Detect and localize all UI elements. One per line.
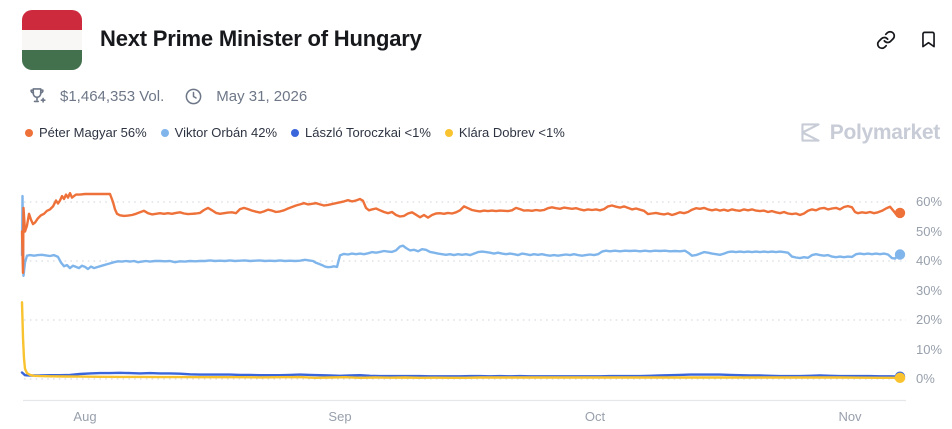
volume-value: $1,464,353 Vol. — [60, 87, 165, 105]
flag-stripe-red — [22, 10, 82, 30]
legend-label: László Toroczkai <1% — [305, 125, 431, 140]
page-title: Next Prime Minister of Hungary — [100, 26, 422, 51]
link-icon — [876, 30, 896, 50]
y-axis-label: 30% — [916, 282, 943, 298]
series-end-dot — [894, 207, 906, 219]
y-axis-label: 0% — [916, 371, 935, 386]
flag-stripe-green — [22, 50, 82, 70]
end-date: May 31, 2026 — [216, 87, 308, 105]
polymarket-wordmark: Polymarket — [829, 120, 941, 144]
series-dot-darkblue — [291, 128, 300, 137]
polymarket-logo-icon — [801, 123, 820, 142]
polymarket-watermark[interactable]: Polymarket — [798, 120, 940, 145]
y-axis-label: 60% — [916, 194, 943, 209]
flag-stripe-white — [22, 30, 82, 50]
series-end-dot — [894, 249, 906, 260]
bookmark-button[interactable] — [918, 30, 938, 50]
legend-label: Viktor Orbán 42% — [174, 125, 278, 140]
trophy-icon — [30, 88, 46, 103]
series-line — [20, 191, 902, 274]
series-dot-orange — [25, 128, 33, 137]
series-dot-lightblue — [160, 128, 169, 137]
y-axis-label: 10% — [916, 341, 943, 357]
legend-item-laszlo-toroczkai: László Toroczkai <1% — [291, 125, 431, 140]
x-axis-label: Nov — [838, 409, 862, 424]
chart-legend: Péter Magyar 56% Viktor Orbán 42% László… — [25, 125, 565, 140]
clock-icon — [185, 88, 202, 104]
series-end-dot — [894, 372, 906, 384]
header-actions — [876, 30, 938, 50]
x-axis-label: Oct — [584, 409, 606, 424]
x-axis-label: Aug — [73, 409, 97, 424]
series-line — [20, 371, 902, 378]
market-stats: $1,464,353 Vol. May 31, 2026 — [27, 86, 307, 106]
series-line — [20, 301, 902, 379]
legend-label: Péter Magyar 56% — [39, 125, 147, 140]
copy-link-button[interactable] — [876, 30, 896, 50]
series-dot-yellow — [444, 128, 453, 137]
legend-label: Klára Dobrev <1% — [458, 125, 565, 140]
bookmark-icon — [921, 31, 935, 48]
legend-item-viktor-orban: Viktor Orbán 42% — [160, 125, 278, 140]
market-icon-hungary-flag — [22, 10, 82, 70]
y-axis-label: 20% — [916, 312, 943, 327]
legend-item-klara-dobrev: Klára Dobrev <1% — [444, 125, 565, 140]
y-axis-label: 50% — [916, 223, 943, 239]
series-line — [20, 194, 902, 277]
y-axis-label: 40% — [916, 253, 943, 268]
x-axis-label: Sep — [328, 409, 352, 424]
legend-item-peter-magyar: Péter Magyar 56% — [25, 125, 147, 140]
